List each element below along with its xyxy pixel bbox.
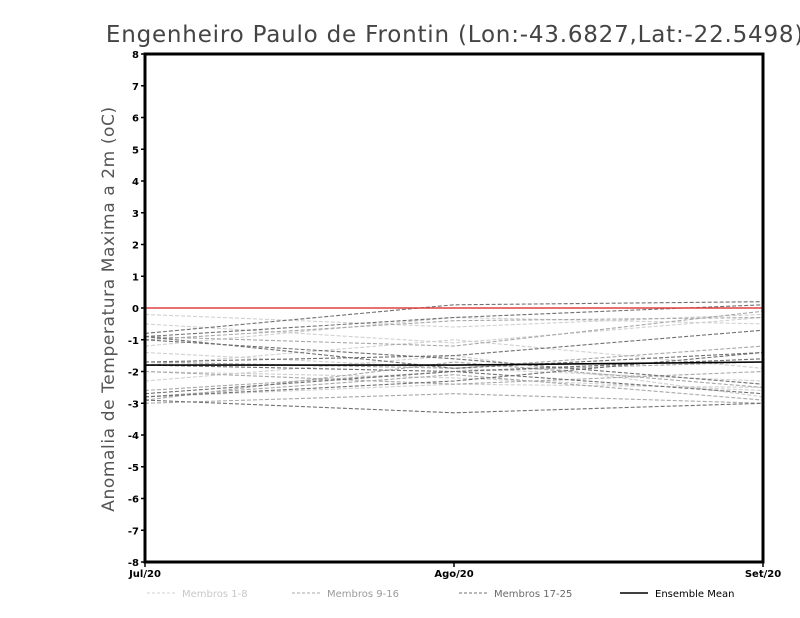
member-line-14: [144, 374, 764, 401]
member-line-21: [144, 329, 764, 363]
y-tick-label: -7: [128, 526, 139, 537]
plot-frame: [143, 52, 765, 564]
y-axis-ticks: -8 -7 -6 -5 -4 -3 -2 -1 0 1 2 3 4 5 6 7 8: [128, 50, 145, 569]
x-tick-label: Jul/20: [128, 569, 161, 580]
member-line-19: [144, 336, 764, 369]
y-tick-label: 6: [132, 114, 139, 125]
member-line-25: [144, 351, 764, 398]
y-tick-label: -5: [128, 463, 139, 474]
y-tick-label: 7: [132, 82, 139, 93]
y-tick-label: 1: [132, 272, 139, 283]
member-line-11: [144, 345, 764, 369]
member-line-24: [144, 399, 764, 414]
member-line-7: [144, 355, 764, 398]
y-axis-label: Anomalia de Temperatura Maxima a 2m (oC): [99, 106, 119, 512]
member-line-15: [144, 361, 764, 401]
y-tick-label: 4: [132, 177, 139, 188]
series-layer: [144, 301, 764, 414]
member-line-23: [144, 358, 764, 395]
member-line-12: [144, 370, 764, 385]
y-tick-label: -4: [128, 431, 139, 442]
chart-title: Engenheiro Paulo de Frontin (Lon:-43.682…: [106, 22, 800, 48]
legend: Membros 1-8 Membros 9-16 Membros 17-25 Ense…: [147, 589, 734, 600]
y-tick-label: -3: [128, 399, 139, 410]
x-axis-ticks: Jul/20 Ago/20 Set/20: [128, 562, 781, 580]
y-tick-label: -2: [128, 368, 139, 379]
member-line-9: [144, 310, 764, 347]
member-line-3: [144, 316, 764, 347]
legend-label: Membros 17-25: [494, 589, 572, 600]
y-tick-label: 5: [132, 145, 139, 156]
ensemble-mean-line: [145, 361, 764, 366]
member-line-5: [144, 339, 764, 369]
y-tick-label: 3: [132, 209, 139, 220]
x-tick-label: Set/20: [745, 569, 781, 580]
y-tick-label: -1: [128, 336, 139, 347]
member-line-18: [144, 304, 764, 338]
legend-label: Ensemble Mean: [655, 589, 734, 600]
member-line-17: [144, 301, 764, 334]
y-tick-label: 0: [132, 304, 139, 315]
member-line-1: [144, 313, 764, 328]
legend-label: Membros 9-16: [327, 589, 399, 600]
y-tick-label: -6: [128, 495, 139, 506]
legend-label: Membros 1-8: [182, 589, 248, 600]
member-line-20: [144, 339, 764, 385]
member-line-10: [144, 316, 764, 341]
y-tick-label: 8: [132, 50, 139, 61]
y-tick-label: 2: [132, 241, 139, 252]
x-tick-label: Ago/20: [434, 569, 473, 580]
member-line-16: [144, 393, 764, 404]
y-tick-label: -8: [128, 558, 139, 569]
member-line-6: [144, 370, 764, 392]
